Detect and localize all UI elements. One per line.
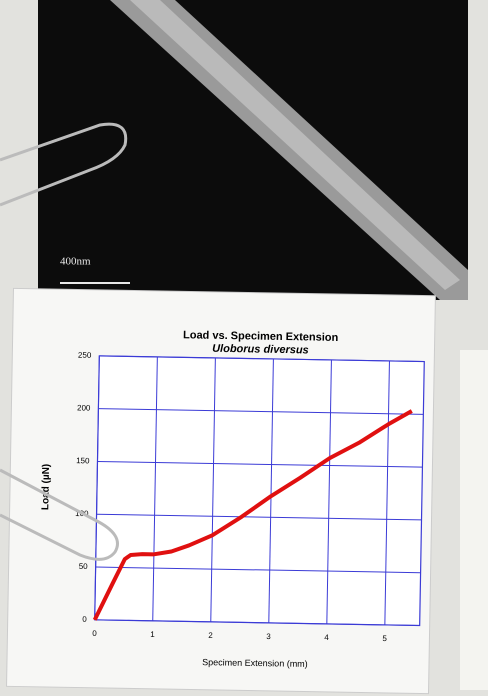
grid-line (99, 355, 425, 363)
grid-line (152, 356, 158, 621)
x-tick-label: 4 (324, 633, 329, 642)
chart-sheet: Load vs. Specimen Extension Uloborus div… (6, 287, 436, 695)
paperclip (0, 122, 128, 207)
grid-line (210, 357, 216, 622)
y-tick-label: 150 (76, 456, 90, 465)
y-tick-label: 50 (79, 562, 89, 571)
grid-line (94, 355, 100, 620)
grid-line (97, 460, 423, 468)
scale-label: 400nm (60, 256, 91, 268)
grid-line (94, 619, 420, 627)
grid-line (95, 566, 421, 574)
y-tick-label: 200 (77, 403, 91, 412)
x-tick-label: 1 (150, 630, 155, 639)
y-tick-label: 250 (78, 351, 92, 360)
grid-paper (460, 350, 488, 690)
grid-line (98, 408, 424, 415)
x-tick-label: 3 (266, 632, 271, 641)
data-line (92, 409, 413, 621)
chart-title: Load vs. Specimen Extension (183, 329, 339, 344)
x-tick-label: 0 (92, 629, 97, 638)
paperclip (0, 468, 119, 561)
chart-subtitle: Uloborus diversus (212, 343, 309, 357)
fiber-highlight (130, 0, 460, 290)
x-axis-label: Specimen Extension (mm) (202, 657, 308, 669)
grid-line (96, 513, 422, 521)
x-tick-label: 2 (208, 631, 213, 640)
grid-line (326, 359, 332, 624)
x-tick-label: 5 (382, 634, 387, 643)
grid-line (268, 358, 274, 623)
grid-line (384, 360, 390, 625)
y-tick-label: 0 (82, 615, 87, 624)
y-axis-label: Load (µN) (40, 464, 52, 510)
plot-area (94, 355, 425, 627)
